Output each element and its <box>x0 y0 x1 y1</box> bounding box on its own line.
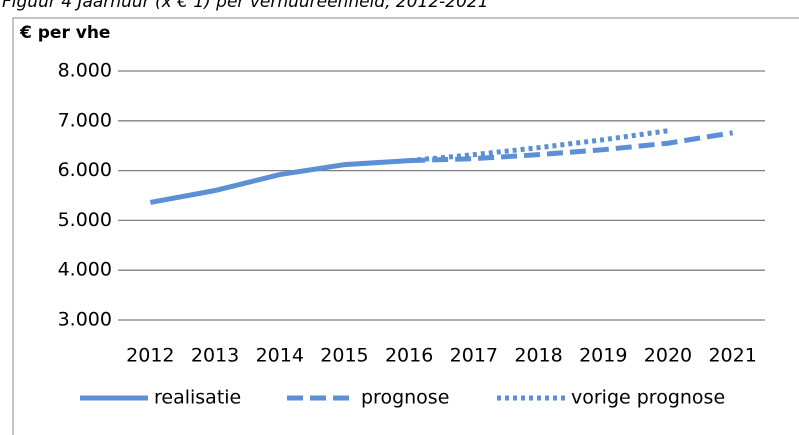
line-series <box>149 158 410 205</box>
line-series <box>409 130 734 164</box>
x-tick-label: 2021 <box>708 345 756 367</box>
legend-label: vorige prognose <box>571 387 725 409</box>
y-tick-label: 6.000 <box>58 159 112 181</box>
x-tick-label: 2018 <box>514 345 562 367</box>
y-tick-label: 4.000 <box>58 259 112 281</box>
x-tick-label: 2015 <box>320 345 368 367</box>
chart-title: Figuur 4 Jaarhuur (x € 1) per verhuureen… <box>2 0 489 12</box>
x-tick-label: 2014 <box>256 345 304 367</box>
x-tick-label: 2016 <box>385 345 433 367</box>
x-tick-label: 2013 <box>191 345 239 367</box>
chart-frame <box>12 17 799 435</box>
line-series <box>408 128 669 164</box>
x-tick-label: 2017 <box>450 345 498 367</box>
y-tick-label: 3.000 <box>58 309 112 331</box>
legend-label: prognose <box>361 387 449 409</box>
y-tick-label: 7.000 <box>58 109 112 131</box>
x-tick-label: 2019 <box>579 345 627 367</box>
legend-label: realisatie <box>154 387 241 409</box>
y-tick-label: 8.000 <box>58 60 112 82</box>
y-tick-label: 5.000 <box>58 209 112 231</box>
x-tick-label: 2012 <box>126 345 174 367</box>
y-axis-label: € per vhe <box>19 23 110 43</box>
x-tick-label: 2020 <box>644 345 692 367</box>
